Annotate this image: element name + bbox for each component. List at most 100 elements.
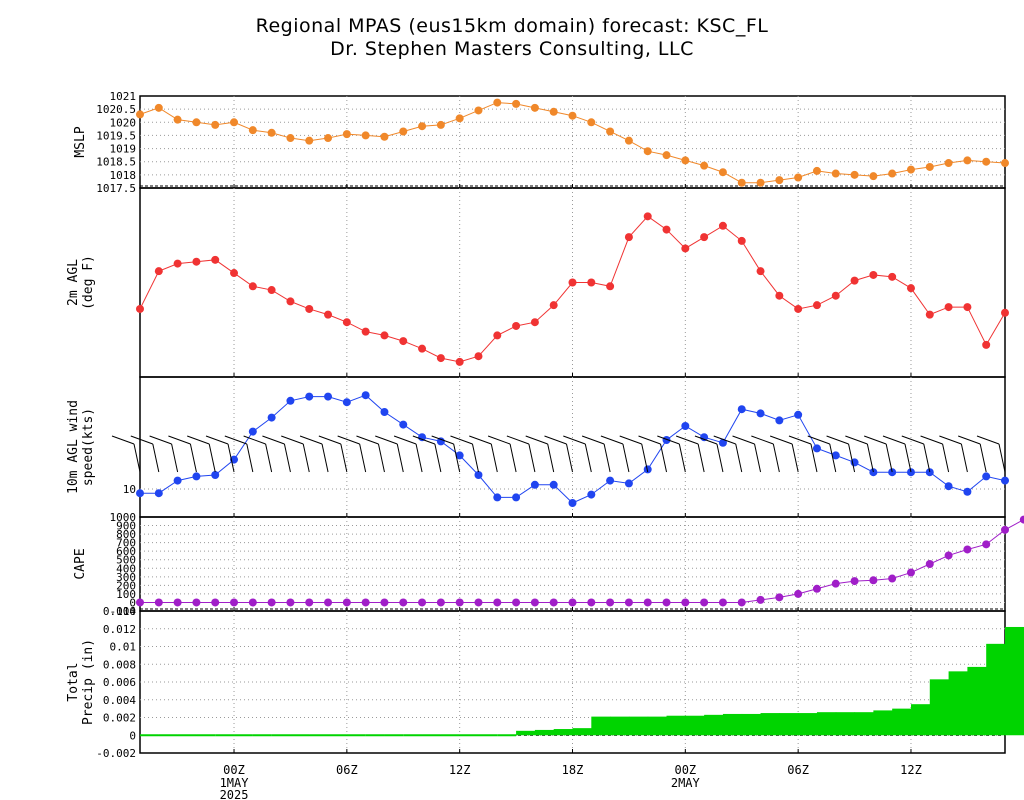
data-point-temp [587, 278, 596, 287]
wind-barb [283, 443, 291, 473]
wind-barb-flag [675, 435, 699, 445]
data-point-mslp [154, 103, 163, 112]
wind-barb-flag [281, 435, 304, 445]
wind-barb-flag [901, 435, 924, 445]
y-tick-label-precip: 0.014 [103, 605, 136, 618]
chart-title-line-1: Regional MPAS (eus15km domain) forecast:… [256, 15, 769, 37]
data-point-mslp [587, 118, 596, 127]
wind-barb-flag [168, 435, 191, 445]
y-tick-label-cape: 800 [116, 528, 136, 541]
data-point-cape [587, 598, 596, 607]
precip-bar [854, 712, 874, 736]
y-tick-label-mslp: 1021 [110, 90, 137, 103]
wind-barb-flag [412, 435, 436, 445]
data-point-mslp [700, 161, 709, 170]
wind-barb [810, 443, 818, 473]
data-point-cape [681, 598, 690, 607]
data-point-wind [418, 433, 427, 442]
data-point-wind [474, 471, 483, 479]
wind-barb [566, 443, 573, 473]
data-point-mslp [361, 131, 370, 140]
wind-barb [490, 443, 498, 473]
data-point-wind [305, 392, 314, 401]
data-point-mslp [286, 134, 295, 143]
data-point-wind [624, 479, 633, 488]
data-point-temp [399, 337, 408, 346]
data-point-temp [154, 267, 163, 276]
data-point-cape [700, 598, 709, 607]
precip-bar [986, 643, 1006, 736]
data-point-temp [380, 331, 389, 340]
data-point-cape [737, 598, 746, 607]
wind-barb-flag [375, 435, 398, 445]
data-point-mslp [211, 120, 220, 129]
precip-bar [516, 730, 536, 736]
wind-barb [697, 443, 705, 473]
wind-barb [528, 443, 536, 473]
wind-barb [716, 443, 724, 473]
data-point-mslp [136, 110, 144, 119]
data-point-wind [963, 487, 972, 496]
y-axis-label-wind: speed(kts) [81, 408, 96, 486]
wind-barb [453, 443, 461, 473]
data-point-mslp [869, 172, 878, 181]
y-tick-label-cape: 900 [116, 520, 136, 533]
y-tick-label-precip: 0.012 [103, 623, 136, 636]
wind-barb-flag [788, 435, 812, 445]
data-point-mslp [568, 111, 577, 120]
data-point-mslp [624, 136, 633, 145]
y-tick-label-cape: -100 [110, 605, 137, 618]
y-tick-label-precip: 0.004 [103, 694, 136, 707]
data-point-wind [568, 499, 577, 507]
data-point-cape [380, 598, 389, 607]
data-point-mslp [643, 147, 652, 156]
y-tick-label-wind: 10 [123, 483, 136, 496]
data-point-temp [681, 244, 690, 253]
data-point-temp [305, 304, 314, 313]
data-point-cape [211, 598, 220, 607]
data-point-cape [963, 545, 972, 554]
wind-barb-flag [638, 435, 661, 445]
data-point-mslp [812, 166, 821, 175]
data-point-wind [399, 420, 408, 429]
wind-barb-flag [299, 435, 323, 445]
wind-barb [396, 443, 404, 473]
wind-barb-flag [111, 435, 135, 445]
wind-barb-flag [732, 435, 755, 445]
data-point-wind [681, 422, 690, 430]
data-point-wind [606, 476, 615, 485]
data-point-temp [624, 233, 633, 242]
data-point-mslp [248, 126, 257, 135]
wind-barb [377, 443, 385, 473]
data-point-cape [173, 598, 182, 607]
y-tick-label-mslp: 1019.5 [96, 129, 136, 142]
data-point-cape [361, 598, 370, 607]
data-point-mslp [230, 118, 239, 127]
data-point-wind [775, 416, 784, 425]
precip-bar [929, 679, 950, 736]
data-point-temp [474, 352, 483, 361]
wind-barb [509, 443, 517, 473]
y-tick-label-cape: 0 [129, 596, 136, 609]
data-point-mslp [1001, 159, 1009, 168]
data-point-temp [512, 321, 521, 330]
precip-bar [628, 716, 649, 736]
data-point-temp [906, 284, 915, 293]
wind-barb [904, 443, 912, 473]
data-point-cape [944, 551, 953, 560]
data-point-cape [230, 598, 239, 607]
data-point-mslp [906, 165, 915, 174]
y-axis-label-wind: 10m AGL wind [66, 400, 81, 494]
data-point-mslp [380, 132, 389, 141]
y-tick-label-mslp: 1018.5 [96, 156, 136, 169]
data-point-cape [906, 568, 915, 577]
wind-barb-flag [450, 435, 473, 445]
wind-barb [923, 443, 931, 473]
data-point-cape [606, 598, 615, 607]
data-point-temp [173, 259, 182, 268]
wind-barb [866, 443, 874, 473]
data-point-cape [812, 584, 821, 593]
data-point-temp [925, 310, 934, 319]
x-tick-label: 00Z [674, 763, 696, 777]
